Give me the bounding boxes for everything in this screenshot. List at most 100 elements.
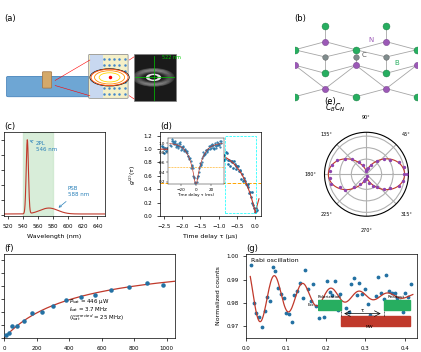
Point [167,145,173,151]
Point [357,181,363,187]
Point [329,162,336,168]
Point [389,290,395,296]
Point [199,148,205,153]
Point [179,142,185,148]
Point [189,144,196,149]
Point [334,157,341,163]
Point [168,149,175,155]
Point [248,263,254,268]
Text: C: C [362,52,367,58]
Point [364,301,371,307]
Text: (c): (c) [4,122,15,132]
Point [234,163,240,168]
Point [253,310,260,316]
Point [386,288,392,294]
Point [342,156,349,162]
Point [168,143,174,149]
Point [386,158,393,163]
Point [373,184,380,190]
Point [250,202,256,208]
Point [246,190,253,196]
Point [226,163,233,169]
Point [381,296,387,302]
Point [251,209,258,214]
Point [215,150,221,156]
Y-axis label: Normalized counts: Normalized counts [216,266,221,325]
Point [321,314,328,320]
Point [198,148,205,154]
Point [403,171,410,177]
Point [337,291,344,297]
Bar [90,55,103,98]
Point [126,284,133,290]
Point [201,146,208,152]
Point [232,163,239,169]
Point [378,290,384,296]
Point [264,294,271,300]
Point [299,295,306,300]
Point [208,151,214,156]
Point [29,310,35,316]
Text: 522 nm: 522 nm [162,55,181,60]
Point [245,184,252,190]
Point [38,309,45,315]
Point [272,268,279,274]
Point [250,300,257,306]
Text: (b): (b) [295,14,306,23]
Point [348,281,354,287]
Point [210,151,217,157]
Point [368,162,375,168]
Point [258,324,265,330]
Point [332,278,338,284]
Point [165,146,172,152]
Point [224,151,230,156]
Point [195,149,202,154]
Text: N: N [368,37,373,43]
Point [242,178,248,184]
Point [195,148,201,154]
X-axis label: Time delay τ (μs): Time delay τ (μs) [183,234,238,239]
Point [401,165,408,170]
Point [253,205,260,210]
Point [351,275,357,281]
Point [318,302,325,308]
Point [184,146,191,152]
Point [349,157,356,162]
Point [169,144,176,149]
Point [222,157,229,162]
Point [381,156,387,162]
Point [302,267,309,273]
Point [183,147,189,153]
Point [9,323,16,329]
Point [191,145,197,151]
Point [248,189,255,195]
Point [175,152,181,157]
Point [144,281,150,286]
Point [236,168,243,174]
FancyBboxPatch shape [134,54,176,101]
Point [345,309,352,314]
Point [327,181,334,187]
Point [296,281,303,286]
Point [179,146,186,152]
Point [192,150,199,156]
Point [219,157,226,163]
Point [173,143,180,148]
Point [341,187,348,193]
Point [327,168,333,174]
Point [248,194,254,200]
Point [178,144,184,149]
Point [231,158,237,164]
Point [266,298,273,304]
Point [202,146,208,152]
Point [291,293,298,298]
Point [233,166,240,171]
Point [400,309,406,314]
Point [363,176,370,182]
Point [240,178,246,184]
Point [375,274,382,279]
Point [402,290,409,296]
Point [261,308,268,313]
Point [162,145,168,150]
Point [160,282,167,288]
